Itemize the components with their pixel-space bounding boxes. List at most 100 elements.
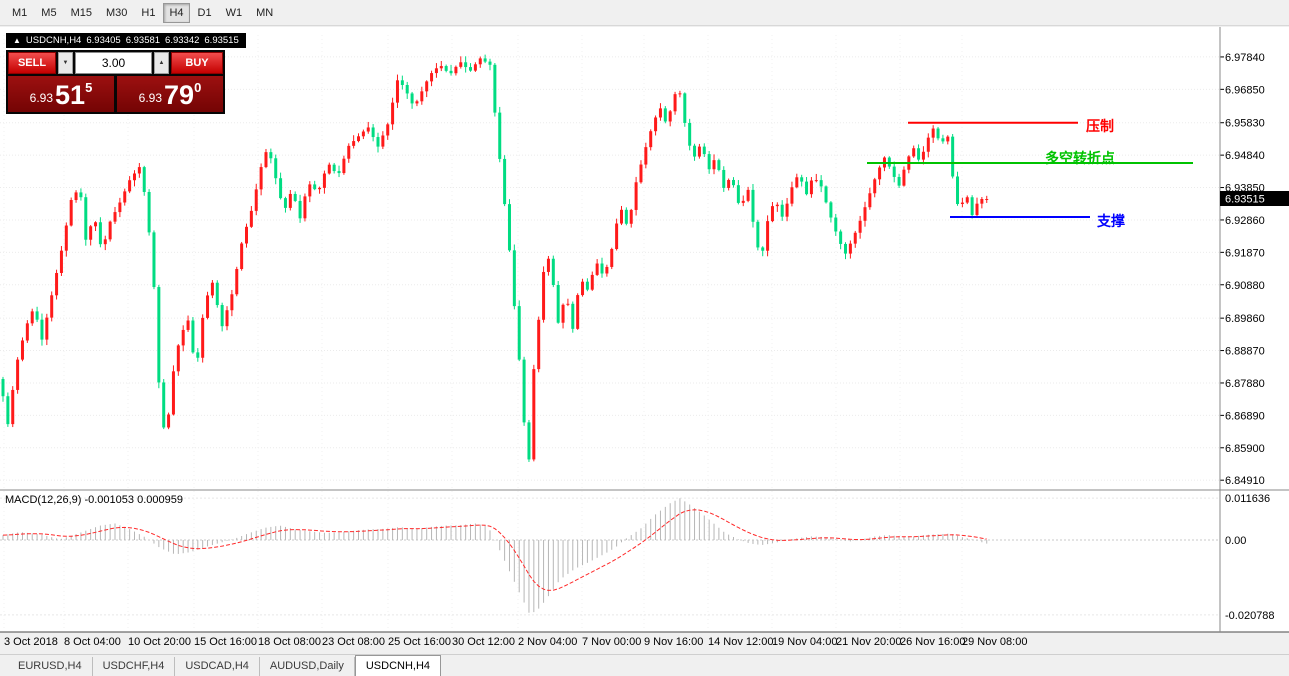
candle — [488, 58, 492, 71]
current-price-tag: 6.93515 — [1220, 191, 1289, 207]
candle — [469, 63, 473, 72]
candle — [269, 148, 273, 164]
candle — [600, 257, 604, 278]
time-axis[interactable]: 3 Oct 2018 8 Oct 04:00 10 Oct 20:00 15 Oct … — [4, 636, 1027, 648]
candle — [381, 131, 385, 150]
buy-price-big: 79 — [164, 80, 195, 110]
candle — [279, 172, 283, 200]
candle — [376, 132, 380, 153]
candle — [303, 193, 307, 222]
candle — [308, 181, 312, 203]
price-axis-label: 6.89860 — [1225, 313, 1265, 325]
candle — [318, 186, 322, 194]
candle — [848, 240, 852, 259]
candle — [615, 218, 619, 251]
candle — [123, 188, 127, 206]
candle — [493, 63, 497, 117]
sell-button[interactable]: SELL — [8, 52, 56, 74]
price-axis-label: 6.97840 — [1225, 52, 1265, 64]
timeframe-m5[interactable]: M5 — [35, 3, 62, 23]
volume-increase-button[interactable]: ▲ — [154, 52, 169, 74]
timeframe-w1[interactable]: W1 — [220, 3, 249, 23]
candle — [624, 207, 628, 226]
candle — [142, 165, 146, 196]
buy-price-display[interactable]: 6.93 79 0 — [117, 76, 223, 112]
candle — [288, 189, 292, 211]
candle — [605, 264, 609, 277]
timeframe-m15[interactable]: M15 — [65, 3, 98, 23]
timeframe-d1[interactable]: D1 — [192, 3, 218, 23]
candle — [113, 206, 117, 224]
candle — [693, 143, 697, 161]
candles-layer — [1, 54, 989, 462]
candle — [225, 306, 229, 331]
timeframe-h4[interactable]: H4 — [163, 2, 190, 23]
candle — [483, 54, 487, 64]
candle — [249, 206, 253, 228]
chart-tab-eurusd[interactable]: EURUSD,H4 — [8, 657, 93, 676]
sell-price-display[interactable]: 6.93 51 5 — [8, 76, 114, 112]
candle — [663, 106, 667, 124]
chart-tab-audusd[interactable]: AUDUSD,Daily — [260, 657, 355, 676]
candle — [410, 91, 414, 109]
timeframe-m30[interactable]: M30 — [100, 3, 133, 23]
candle — [55, 269, 59, 300]
candle — [459, 56, 463, 69]
candle — [6, 392, 10, 427]
candle — [858, 215, 862, 239]
chart-tab-usdchf[interactable]: USDCHF,H4 — [93, 657, 176, 676]
candle — [327, 162, 331, 175]
support-label: 支撑 — [1096, 213, 1125, 229]
timeframe-mn[interactable]: MN — [250, 3, 279, 23]
price-axis-label: 6.85900 — [1225, 443, 1265, 455]
candle — [610, 247, 614, 270]
pane-separators — [0, 27, 1289, 633]
price-axis-label: 6.84910 — [1225, 475, 1265, 487]
time-axis-label: 23 Oct 08:00 — [322, 636, 385, 648]
chart-tab-usdcad[interactable]: USDCAD,H4 — [175, 657, 260, 676]
candle — [235, 266, 239, 297]
price-axis-label: 6.95830 — [1225, 118, 1265, 130]
timeframe-toolbar: M1 M5 M15 M30 H1 H4 D1 W1 MN — [0, 0, 1289, 26]
candle — [79, 188, 83, 201]
candle — [395, 74, 399, 108]
volume-decrease-button[interactable]: ▼ — [58, 52, 73, 74]
candle — [834, 213, 838, 236]
macd-pane[interactable]: 0.011636 0.00 -0.020788 MACD(12,26,9) -0.00… — [0, 493, 1275, 622]
candle — [45, 313, 49, 346]
resistance-label: 压制 — [1086, 118, 1114, 134]
candle — [35, 306, 39, 323]
candle — [171, 365, 175, 416]
candle — [157, 284, 161, 389]
candle — [571, 301, 575, 333]
ohlc-close: 6.93515 — [204, 35, 239, 46]
chart-tab-usdcnh[interactable]: USDCNH,H4 — [354, 655, 442, 676]
volume-input[interactable] — [75, 52, 152, 74]
candle — [512, 244, 516, 310]
candle — [634, 176, 638, 216]
candle — [89, 225, 93, 246]
candle — [902, 166, 906, 187]
candle — [892, 161, 896, 183]
candle — [926, 133, 930, 158]
candle — [152, 230, 156, 290]
candle — [20, 337, 24, 362]
timeframe-h1[interactable]: H1 — [135, 3, 161, 23]
candle — [941, 134, 945, 144]
time-axis-label: 7 Nov 00:00 — [582, 636, 641, 648]
candle — [970, 195, 974, 219]
candle — [210, 280, 214, 299]
candle — [215, 280, 219, 308]
timeframe-m1[interactable]: M1 — [6, 3, 33, 23]
macd-axis-label: 0.00 — [1225, 535, 1246, 547]
chart-ohlc-strip: ▲ USDCNH,H4 6.93405 6.93581 6.93342 6.93… — [6, 33, 246, 48]
candle — [917, 144, 921, 162]
price-axis-area[interactable] — [1220, 27, 1289, 632]
buy-button[interactable]: BUY — [171, 52, 223, 74]
candle — [118, 197, 122, 218]
candle — [507, 199, 511, 252]
time-axis-label: 29 Nov 08:00 — [962, 636, 1027, 648]
candle — [420, 86, 424, 105]
candle — [357, 133, 361, 143]
time-axis-label: 9 Nov 16:00 — [644, 636, 703, 648]
